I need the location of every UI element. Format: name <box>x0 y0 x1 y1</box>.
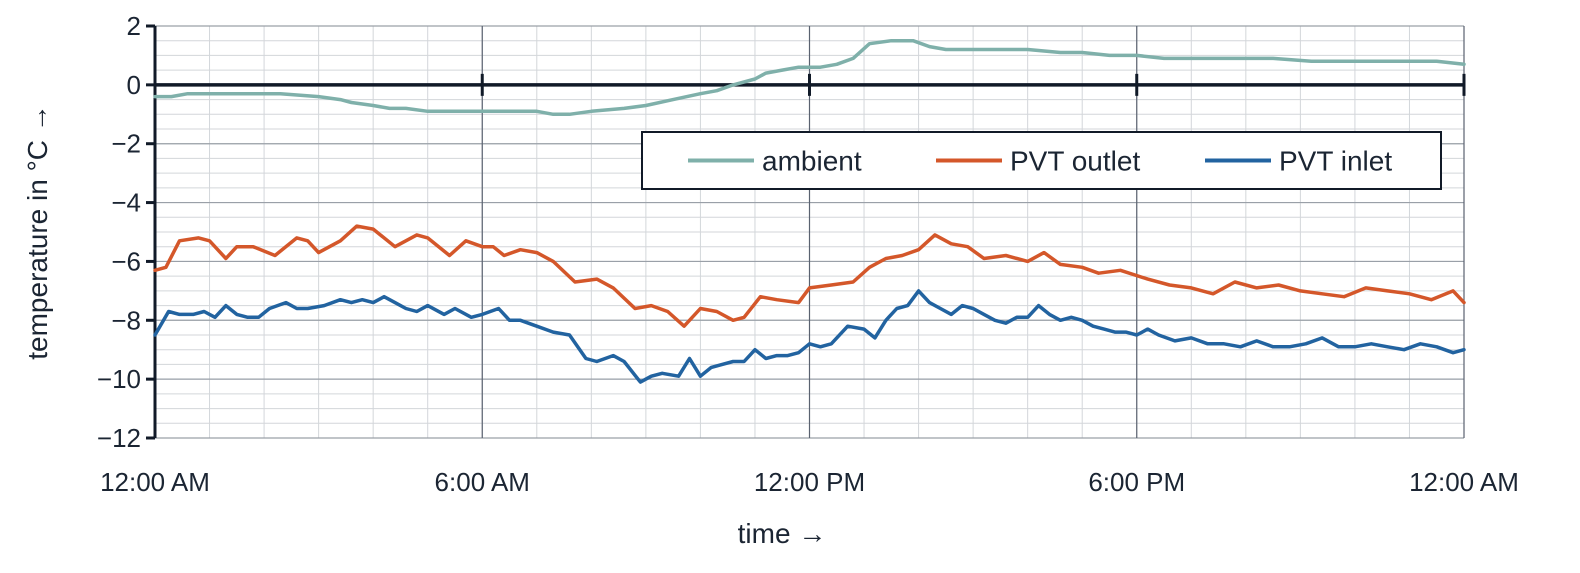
x-tick-labels: 12:00 AM 6:00 AM 12:00 PM 6:00 PM 12:00 AM <box>100 467 1519 497</box>
y-tick-label: −6 <box>111 246 141 276</box>
series-line-pvt-inlet <box>153 289 1466 384</box>
y-axis-title: temperature in °C → <box>22 104 53 360</box>
x-tick-label: 6:00 AM <box>435 467 530 497</box>
y-tick-label: 0 <box>127 70 141 100</box>
y-tick-labels: 2 0 −2 −4 −6 −8 −10 −12 <box>97 11 141 453</box>
legend-label-ambient: ambient <box>762 146 862 177</box>
y-tick-label: −4 <box>111 188 141 218</box>
legend-label-pvt-inlet: PVT inlet <box>1279 146 1392 177</box>
series-line-ambient <box>153 38 1466 117</box>
y-tick-label: −2 <box>111 129 141 159</box>
series-lines <box>153 38 1466 384</box>
y-tick-label: −8 <box>111 305 141 335</box>
series-line-pvt-outlet <box>153 224 1466 328</box>
x-tick-label: 12:00 AM <box>100 467 210 497</box>
x-axis-title: time → <box>738 518 827 549</box>
y-tick-label: −10 <box>97 364 141 394</box>
legend: ambient PVT outlet PVT inlet <box>641 131 1442 190</box>
y-tick-label: 2 <box>127 11 141 41</box>
x-tick-label: 12:00 PM <box>754 467 865 497</box>
legend-label-pvt-outlet: PVT outlet <box>1010 146 1140 177</box>
x-tick-label: 12:00 AM <box>1409 467 1519 497</box>
y-tick-label: −12 <box>97 423 141 453</box>
legend-box <box>641 131 1442 190</box>
axes <box>146 24 1466 440</box>
x-tick-label: 6:00 PM <box>1088 467 1185 497</box>
